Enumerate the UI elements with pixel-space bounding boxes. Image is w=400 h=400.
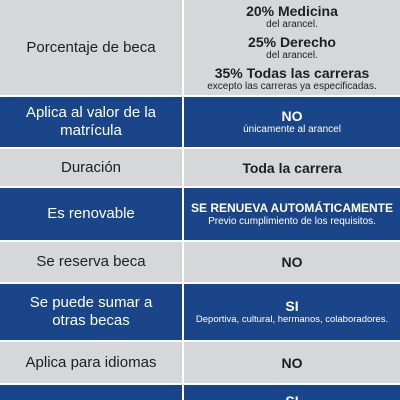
value-main: NO [281, 108, 303, 124]
row-label-cell: Se reserva beca [0, 242, 182, 282]
value-main: 35% Todas las carreras [214, 64, 370, 81]
row-value-cell: 20% Medicina del arancel. 25% Derecho de… [184, 0, 400, 95]
value-sub: Deportiva, cultural, hermanos, colaborad… [195, 314, 389, 325]
row-label-cell: Porcentaje de beca [0, 0, 182, 95]
row-languages: Aplica para idiomas NO [0, 342, 400, 383]
row-label: Porcentaje de beca [26, 38, 156, 56]
row-value-cell: NO [184, 342, 400, 383]
value-main: NO [281, 254, 303, 270]
value-main: SI [285, 298, 299, 314]
value-main: SI [285, 393, 298, 400]
value-main: 20% Medicina [246, 2, 338, 19]
value-main: 25% Derecho [248, 33, 336, 50]
percentage-law: 25% Derecho del arancel. [248, 34, 336, 62]
row-label-cell: Aplica al valor de la matrícula [0, 97, 182, 147]
row-value-cell: NO [184, 242, 400, 282]
row-label: Duración [60, 158, 122, 176]
row-label: Se reserva beca [36, 253, 146, 270]
row-combinable: Se puede sumar a otras becas SI Deportiv… [0, 284, 400, 340]
row-label: Aplica al valor de la matrícula [25, 104, 157, 139]
value-sub: excepto las carreras ya especificadas. [207, 80, 377, 92]
value-main: SE RENUEVA AUTOMÁTICAMENTE [190, 201, 393, 215]
row-duration: Duración Toda la carrera [0, 149, 400, 186]
row-label-cell: Aplica para idiomas [0, 342, 182, 383]
row-value-cell: Toda la carrera [184, 149, 400, 186]
percentage-medicine: 20% Medicina del arancel. [246, 3, 338, 31]
row-value-cell: NO únicamente al arancel [184, 97, 400, 147]
value-sub: Previo cumplimiento de los requisitos. [208, 216, 376, 227]
row-value-cell: SI Deportiva, cultural, hermanos, colabo… [184, 284, 400, 340]
row-applies-to-tuition: Aplica al valor de la matrícula NO única… [0, 97, 400, 147]
row-label-cell [0, 385, 182, 400]
row-label-cell: Es renovable [0, 188, 182, 240]
value-main: NO [281, 354, 303, 371]
row-value-cell: SI [184, 385, 400, 400]
row-label: Aplica para idiomas [25, 353, 157, 371]
row-label: Se puede sumar a otras becas [29, 294, 153, 329]
row-partial: SI [0, 385, 400, 400]
value-sub: del arancel. [266, 18, 318, 30]
row-scholarship-percentage: Porcentaje de beca 20% Medicina del aran… [0, 0, 400, 95]
value-main: Toda la carrera [242, 159, 342, 176]
percentage-all-careers: 35% Todas las carreras excepto las carre… [207, 65, 377, 93]
row-value-cell: SE RENUEVA AUTOMÁTICAMENTE Previo cumpli… [184, 188, 400, 240]
row-label-cell: Se puede sumar a otras becas [0, 284, 182, 340]
row-label: Es renovable [47, 205, 135, 222]
row-label-cell: Duración [0, 149, 182, 186]
value-sub: únicamente al arancel [243, 124, 341, 135]
row-renewable: Es renovable SE RENUEVA AUTOMÁTICAMENTE … [0, 188, 400, 240]
value-sub: del arancel. [266, 49, 318, 61]
row-reserve-scholarship: Se reserva beca NO [0, 242, 400, 282]
